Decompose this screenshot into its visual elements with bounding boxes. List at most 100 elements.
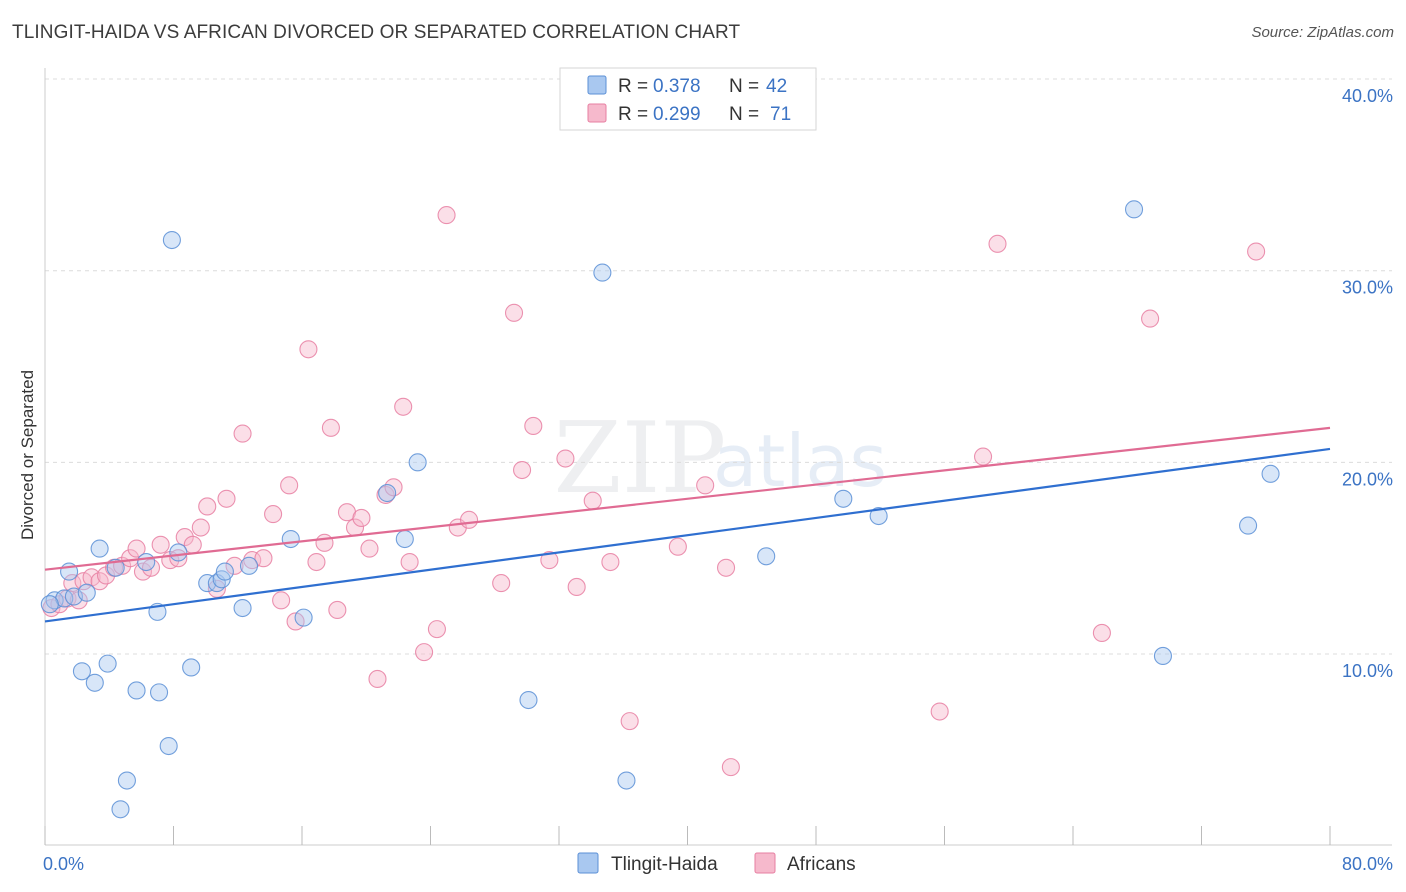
point-africans-54: [524, 416, 543, 435]
point-africans-59: [601, 552, 620, 572]
point-tlingit-haida-33: [617, 771, 636, 790]
point-africans-28: [264, 505, 283, 524]
point-africans-46: [415, 643, 434, 662]
point-africans-15: [151, 535, 170, 554]
point-tlingit-haida-13: [159, 736, 178, 756]
point-africans-50: [459, 510, 479, 529]
point-africans-64: [716, 558, 736, 577]
point-africans-65: [930, 702, 949, 721]
point-africans-21: [198, 497, 217, 516]
point-africans-27: [254, 549, 273, 568]
point-africans-34: [315, 533, 334, 552]
point-tlingit-haida-25: [239, 556, 259, 575]
point-africans-40: [360, 539, 379, 558]
legend-r-value-2: 0.299: [653, 104, 701, 125]
chart-title: TLINGIT-HAIDA VS AFRICAN DIVORCED OR SEP…: [12, 22, 741, 43]
point-africans-30: [280, 476, 299, 495]
source-label: Source: ZipAtlas.com: [1251, 24, 1394, 41]
point-africans-33: [307, 552, 326, 572]
point-tlingit-haida-39: [1239, 516, 1258, 535]
legend-r-label-1: R =: [618, 76, 648, 97]
point-tlingit-haida-41: [40, 595, 59, 614]
y-tick-label-40: 40.0%: [1342, 86, 1393, 106]
x-tick-label-max: 80.0%: [1342, 854, 1393, 874]
point-africans-35: [321, 418, 340, 437]
point-tlingit-haida-14: [117, 771, 136, 790]
point-tlingit-haida-8: [98, 654, 117, 673]
point-tlingit-haida-26: [281, 529, 300, 549]
y-tick-label-10: 10.0%: [1342, 661, 1393, 681]
point-africans-47: [427, 620, 446, 639]
point-tlingit-haida-36: [869, 506, 888, 526]
series-tlingit-haida: [40, 200, 1280, 819]
axes: [44, 68, 1392, 846]
point-tlingit-haida-40: [1261, 464, 1280, 483]
point-africans-29: [272, 591, 291, 610]
point-africans-69: [1141, 309, 1160, 328]
watermark-atlas: atlas: [713, 419, 887, 503]
point-africans-12: [127, 539, 146, 558]
legend-r-value-1: 0.378: [653, 76, 701, 97]
point-tlingit-haida-15: [111, 800, 130, 819]
point-africans-23: [217, 489, 236, 508]
point-africans-3: [63, 574, 82, 593]
bottom-legend-swatch-tlingit-haida: [577, 852, 599, 874]
bottom-legend: Tlingit-Haida Africans: [577, 852, 856, 875]
trend-line-africans: [44, 426, 1331, 571]
point-tlingit-haida-28: [378, 483, 397, 503]
stats-legend: R = 0.378 N = 42 R = 0.299 N = 71: [559, 67, 817, 131]
bottom-legend-swatch-africans: [754, 852, 776, 874]
point-tlingit-haida-5: [90, 539, 109, 558]
point-africans-39: [352, 508, 371, 527]
point-africans-52: [504, 303, 524, 322]
bottom-legend-label-africans: Africans: [787, 854, 856, 875]
point-africans-14: [141, 558, 161, 577]
point-africans-70: [1247, 242, 1266, 261]
point-tlingit-haida-27: [294, 608, 313, 627]
point-africans-55: [540, 551, 559, 570]
legend-n-value-1: 42: [766, 76, 787, 97]
point-africans-51: [492, 574, 511, 593]
point-tlingit-haida-29: [395, 529, 414, 549]
point-tlingit-haida-20: [198, 574, 217, 593]
point-africans-48: [437, 206, 456, 225]
point-tlingit-haida-38: [1153, 646, 1172, 665]
point-tlingit-haida-24: [233, 598, 252, 618]
point-tlingit-haida-16: [137, 552, 156, 572]
y-tick-label-20: 20.0%: [1342, 469, 1393, 489]
watermark-zip: ZIP: [554, 402, 727, 516]
point-africans-26: [243, 551, 262, 570]
point-africans-32: [299, 340, 318, 359]
point-africans-25: [233, 424, 252, 443]
x-tick-label-min: 0.0%: [43, 854, 84, 874]
point-africans-20: [191, 518, 210, 537]
legend-n-label-2: N =: [729, 104, 759, 125]
point-tlingit-haida-17: [169, 543, 188, 562]
point-africans-62: [696, 476, 715, 495]
point-tlingit-haida-19: [182, 658, 201, 677]
point-africans-56: [556, 449, 575, 468]
point-tlingit-haida-18: [162, 230, 181, 250]
point-tlingit-haida-23: [215, 562, 234, 581]
legend-n-label-1: N =: [729, 76, 759, 97]
point-africans-36: [328, 600, 347, 619]
y-tick-label-30: 30.0%: [1342, 278, 1393, 298]
point-africans-45: [400, 552, 419, 572]
point-africans-60: [620, 712, 639, 731]
legend-swatch-tlingit-haida: [587, 75, 607, 95]
legend-swatch-africans: [587, 103, 607, 123]
point-africans-24: [225, 556, 244, 575]
legend-r-label-2: R =: [618, 104, 648, 125]
point-africans-58: [583, 491, 602, 510]
point-tlingit-haida-6: [72, 662, 91, 681]
point-tlingit-haida-7: [85, 673, 104, 692]
point-tlingit-haida-9: [106, 558, 125, 577]
point-tlingit-haida-34: [757, 547, 776, 566]
point-tlingit-haida-32: [593, 263, 612, 282]
point-africans-63: [721, 758, 740, 777]
point-tlingit-haida-11: [149, 683, 169, 702]
legend-n-value-2: 71: [770, 104, 791, 125]
point-tlingit-haida-31: [519, 690, 538, 710]
trend-lines: [44, 426, 1331, 623]
